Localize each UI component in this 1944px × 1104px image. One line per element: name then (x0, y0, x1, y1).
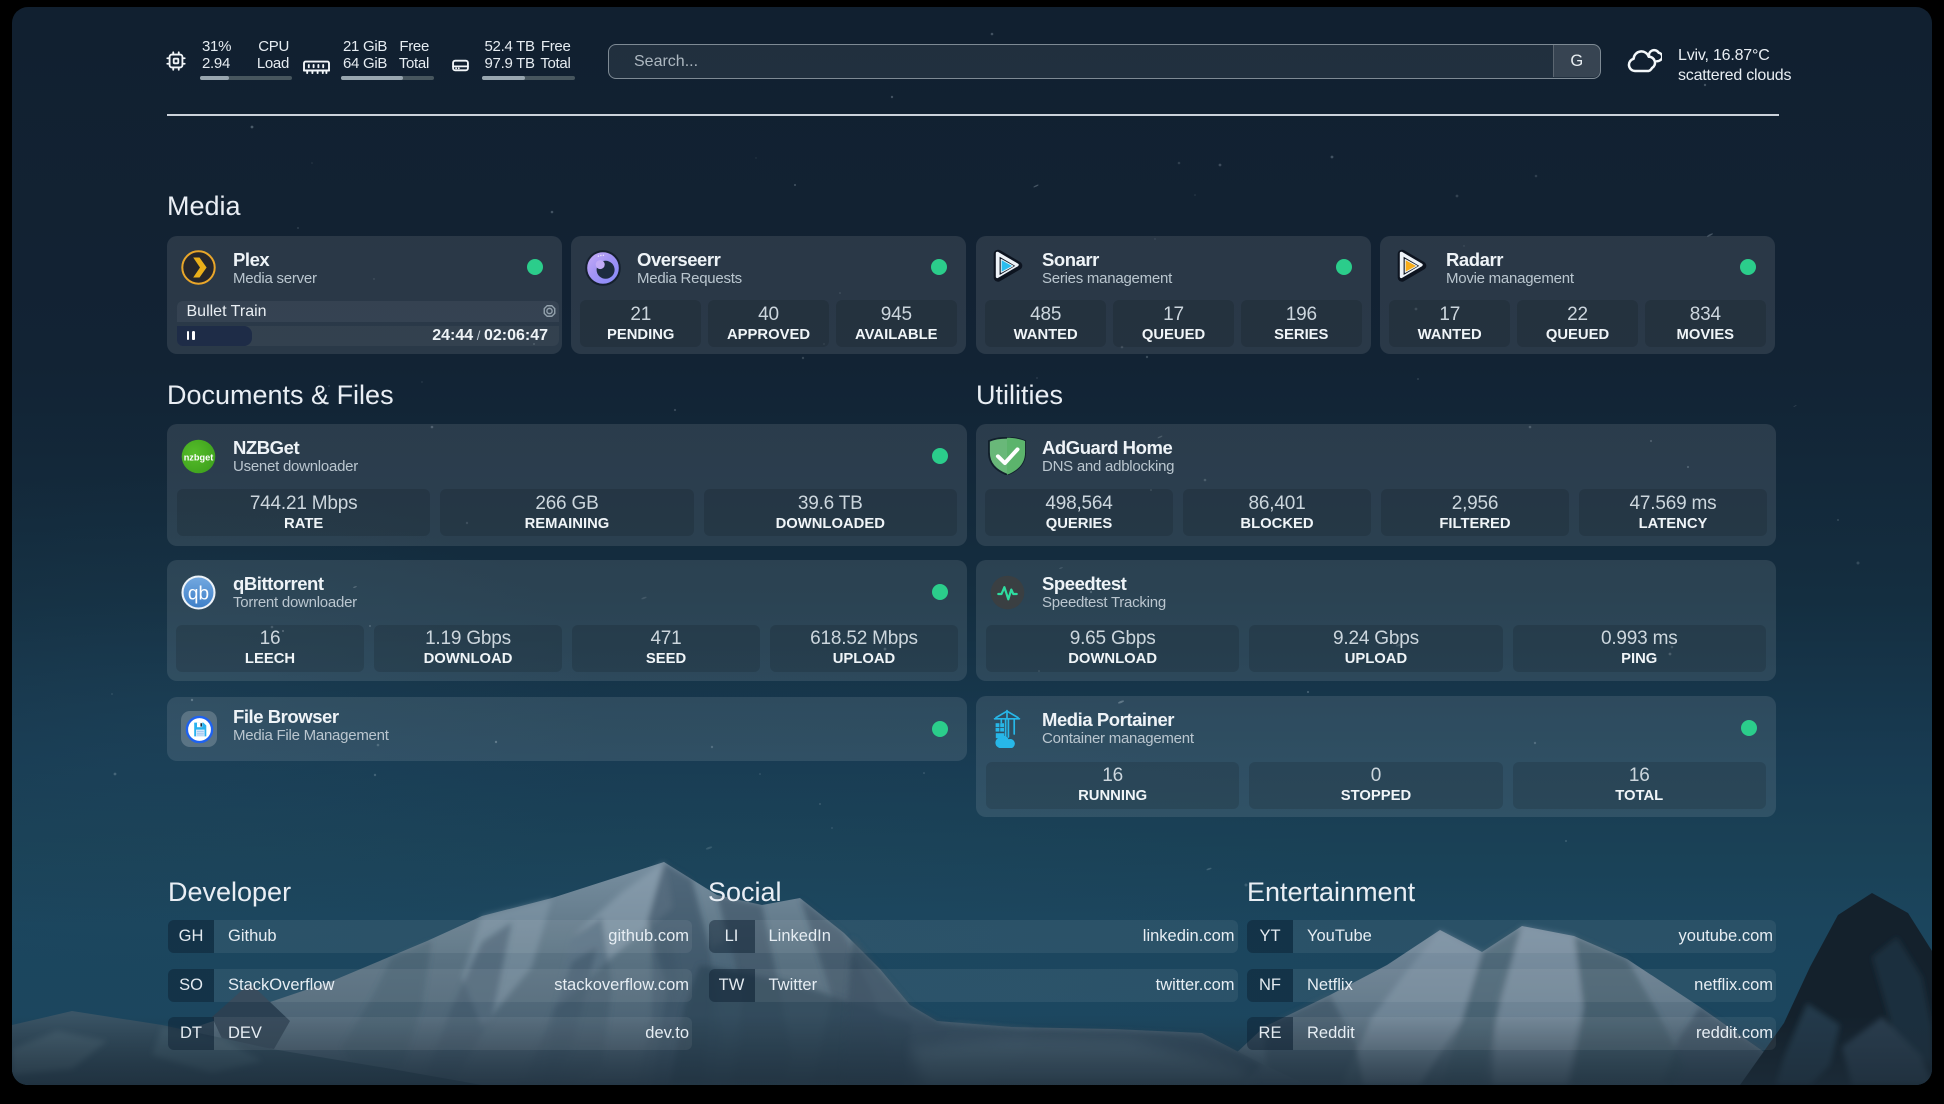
svg-text:nzbget: nzbget (184, 452, 214, 462)
svg-text:qb: qb (188, 584, 209, 605)
